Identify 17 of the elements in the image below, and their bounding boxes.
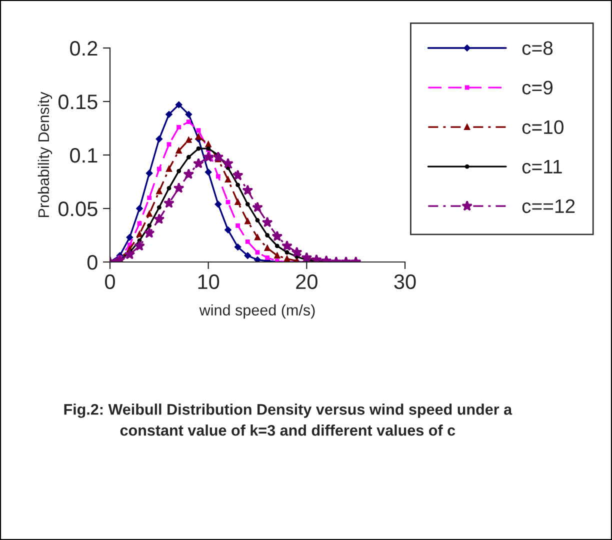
legend-label: c=9 <box>522 80 553 95</box>
y-tick-label: 0.2 <box>70 41 98 56</box>
y-tick-label: 0 <box>87 255 98 270</box>
x-tick-label: 10 <box>198 274 220 290</box>
y-tick-label: 0.05 <box>58 202 98 216</box>
y-axis-title: Probability Density <box>38 92 52 218</box>
x-tick-label: 0 <box>105 274 115 290</box>
y-tick-label: 0.15 <box>58 94 98 110</box>
text: Fig.2: Weibull Distribution Density versus wind speed under a constant value of k=3 and different values of c <box>64 404 512 436</box>
x-axis-title: wind speed (m/s) <box>199 304 315 319</box>
y-tick-label: 0.1 <box>70 148 98 163</box>
x-tick-label: 30 <box>394 274 416 290</box>
legend-label: c==12 <box>522 199 575 214</box>
x-tick-label: 20 <box>296 274 318 290</box>
legend-label: c=8 <box>522 41 553 56</box>
legend-label: c=11 <box>522 160 562 174</box>
legend-label: c=10 <box>522 120 564 134</box>
